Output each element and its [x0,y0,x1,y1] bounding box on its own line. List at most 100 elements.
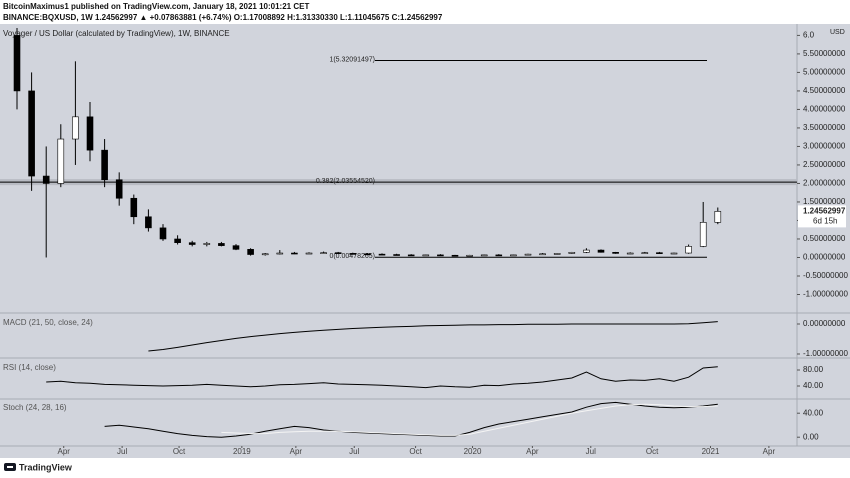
last-price-label: 1.24562997 [803,206,846,215]
candle-body [685,246,692,254]
x-tick-label: 2020 [464,447,482,456]
footer-bar [0,458,850,478]
x-tick-label: Oct [173,447,186,456]
y-tick-label: 5.50000000 [803,49,846,58]
candle-body [568,251,576,254]
panel-title: Voyager / US Dollar (calculated by Tradi… [3,29,230,38]
y-tick-label: 1.50000000 [803,197,846,206]
candle-body [466,254,473,257]
candle-body [364,253,371,256]
x-tick-label: Oct [646,447,659,456]
symbol-line: BINANCE:BQXUSD, 1W 1.24562997 ▲ +0.07863… [3,13,443,22]
candle-body [583,249,590,253]
y-tick-label: 3.50000000 [803,123,846,132]
candle-body [115,179,123,199]
candle-body [247,249,254,255]
candle-body [57,138,65,184]
panel-title: MACD (21, 50, close, 24) [3,318,93,327]
x-tick-label: Jul [117,447,127,456]
candle-body [641,252,649,254]
candle-body [101,149,108,181]
candle-body [130,197,138,218]
x-tick-label: Oct [409,447,422,456]
x-tick-label: Apr [526,447,539,456]
level-label: 1(5.32091497) [329,56,375,63]
candle-body [407,254,415,257]
candle-body [291,252,298,255]
x-tick-label: 2019 [233,447,251,456]
candle-body [699,222,707,247]
candle-body [597,249,605,253]
level-label: 0(0.00478265) [329,253,375,260]
indicator-line [104,401,718,438]
candle-body [174,238,181,243]
y-tick-label: 0.00 [803,432,819,441]
x-tick-label: Apr [57,447,70,456]
y-tick-label: 40.00 [803,381,824,390]
header-bar [0,0,850,24]
candle-body [670,252,678,255]
candle-body [261,253,269,256]
y-tick-label: 4.50000000 [803,86,846,95]
panel-title: RSI (14, close) [3,363,56,372]
y-tick-label: 40.00 [803,408,824,417]
candle-body [553,253,561,255]
y-tick-label: 80.00 [803,365,824,374]
candle-body [203,243,211,245]
candle-body [437,254,444,257]
candle-body [422,254,430,257]
y-tick-label: -0.50000000 [803,271,848,280]
candle-body [232,245,240,250]
countdown: 6d 15h [813,216,837,225]
y-tick-label: -1.00000000 [803,290,848,299]
y-tick-label: 4.00000000 [803,105,846,114]
indicator-line [46,366,718,389]
candle-body [524,253,532,256]
candle-body [539,253,546,256]
candle-body [378,253,386,256]
axis-unit: USD [830,29,845,36]
footer-brand: TradingView [19,462,73,472]
candle-body [218,243,225,246]
candle-body [159,227,167,240]
candle-body [495,254,503,257]
y-tick-label: 0.00000000 [803,253,846,262]
indicator-line [148,321,718,352]
candle-body [145,216,152,229]
candle-body [72,116,79,140]
y-tick-label: 6.0 [803,31,815,40]
candle-body [42,175,50,184]
candle-body [612,251,619,254]
candle-body [349,253,357,255]
candle-body [305,252,313,255]
x-tick-label: 2021 [702,447,720,456]
y-tick-label: 2.00000000 [803,179,846,188]
level-label: 0.382(2.03554520) [316,178,375,185]
last-price-box [798,205,846,228]
publisher: BitcoinMaximus1 published on TradingView… [3,2,309,11]
candle-body [626,252,634,255]
candle-body [276,252,284,255]
y-tick-label: 3.00000000 [803,142,846,151]
candle-body [656,252,663,254]
x-tick-label: Jul [349,447,359,456]
y-tick-label: 0.00000000 [803,319,846,328]
candle-body [480,254,488,257]
x-tick-label: Jul [586,447,596,456]
y-tick-label: 2.50000000 [803,160,846,169]
candle-body [13,35,21,92]
y-tick-label: 0.50000000 [803,234,846,243]
y-tick-label: -1.00000000 [803,349,848,358]
candle-body [451,254,459,257]
candle-body [393,254,400,256]
candle-body [86,116,94,151]
x-tick-label: Apr [763,447,776,456]
candle-body [28,90,35,177]
candle-body [320,252,327,254]
candle-body [510,254,517,257]
candle-body [188,242,196,245]
x-tick-label: Apr [290,447,303,456]
